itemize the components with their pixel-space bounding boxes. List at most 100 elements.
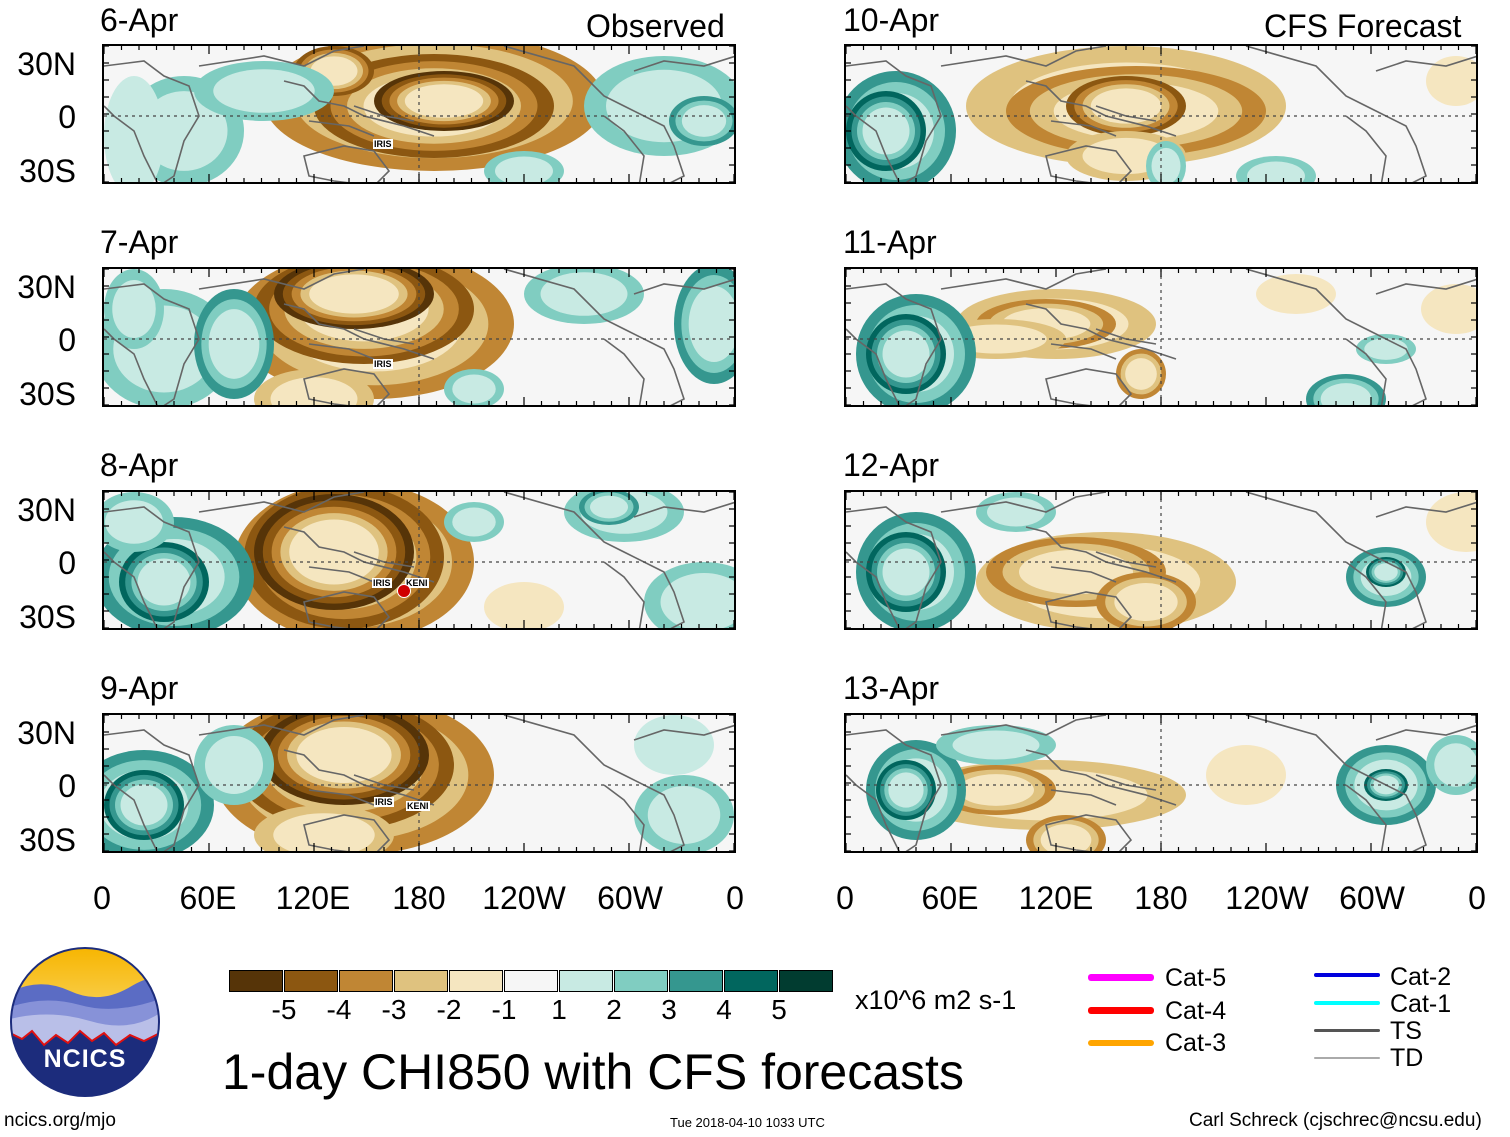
footer-timestamp: Tue 2018-04-10 1033 UTC (670, 1115, 825, 1130)
legend-line-cat4 (1088, 1007, 1154, 1014)
colorbar-swatch-7 (614, 970, 668, 992)
observed-header: Observed (586, 8, 725, 44)
colorbar-swatch-10 (779, 970, 833, 992)
colorbar-tick-label: -5 (271, 994, 297, 1025)
anomaly-contour (452, 374, 496, 404)
anomaly-contour (1421, 284, 1476, 334)
lat-label-30n: 30N (17, 269, 76, 305)
colorbar-swatch-9 (724, 970, 778, 992)
lon-label: 120W (482, 880, 566, 916)
lat-label-30n: 30N (17, 715, 76, 751)
panel-date-fc-4: 13-Apr (843, 670, 940, 706)
lon-label: 0 (1468, 880, 1486, 916)
storm-label-iris: IRIS (373, 139, 393, 149)
anomaly-contour (1151, 147, 1181, 182)
map-panel-fc-3-field (846, 492, 1476, 628)
map-panel-fc-4 (844, 713, 1478, 853)
map-panel-fc-2 (844, 267, 1478, 407)
lon-label: 60E (179, 880, 237, 916)
colorbar-swatch-4 (449, 970, 503, 992)
map-panel-fc-1-field (846, 46, 1476, 182)
panel-date-obs-2: 7-Apr (100, 224, 179, 260)
hurricane-symbol (397, 584, 411, 598)
storm-label-iris: IRIS (374, 797, 394, 807)
anomaly-contour (1364, 338, 1408, 360)
lon-label: 180 (392, 880, 446, 916)
figure-title: 1-day CHI850 with CFS forecasts (222, 1044, 964, 1100)
anomaly-contour (270, 377, 358, 405)
panel-date-fc-2: 11-Apr (843, 224, 937, 260)
storm-label-iris: IRIS (372, 578, 392, 588)
colorbar-tick-label: -4 (326, 994, 352, 1025)
ncics-logo-text: NCICS (43, 1045, 127, 1073)
anomaly-contour (289, 519, 379, 585)
panel-date-fc-1: 10-Apr (843, 2, 940, 38)
anomaly-contour (112, 280, 156, 338)
anomaly-contour (1090, 88, 1162, 124)
map-panel-obs-1 (102, 44, 736, 184)
lat-label-30n: 30N (17, 46, 76, 82)
map-panel-fc-4-field (846, 715, 1476, 851)
anomaly-contour (1374, 563, 1398, 581)
lon-label: 0 (726, 880, 744, 916)
lon-label: 60E (921, 880, 979, 916)
colorbar-tick-label: 1 (551, 994, 567, 1025)
legend-line-cat5 (1088, 974, 1154, 981)
legend-line-cat3 (1088, 1040, 1154, 1046)
map-panel-obs-2-field (104, 269, 734, 405)
lat-label-eq: 0 (58, 322, 76, 358)
colorbar-swatch-0 (229, 970, 283, 992)
lat-label-30s: 30S (19, 822, 76, 858)
storm-label-keni: KENI (405, 578, 429, 588)
anomaly-contour (1434, 743, 1476, 787)
colorbar-tick-label: -1 (491, 994, 517, 1025)
anomaly-contour (1040, 824, 1092, 851)
colorbar-swatch-8 (669, 970, 723, 992)
anomaly-contour (484, 582, 564, 628)
footer-url: ncics.org/mjo (4, 1110, 116, 1131)
lon-label: 60W (597, 880, 663, 916)
map-panel-obs-4 (102, 713, 736, 853)
storm-label-iris: IRIS (373, 359, 393, 369)
map-panel-fc-1 (844, 44, 1478, 184)
map-panel-fc-2-field (846, 269, 1476, 405)
lon-label: 0 (836, 880, 854, 916)
panel-date-obs-3: 8-Apr (100, 447, 179, 483)
lat-label-30s: 30S (19, 153, 76, 189)
legend-label-ts: TS (1390, 1017, 1422, 1045)
anomaly-contour (296, 727, 392, 783)
anomaly-contour (1114, 583, 1178, 621)
anomaly-contour (958, 774, 1034, 806)
panel-date-obs-4: 9-Apr (100, 670, 179, 706)
map-panel-obs-3 (102, 490, 736, 630)
panel-date-fc-3: 12-Apr (843, 447, 940, 483)
anomaly-contour (1256, 274, 1336, 314)
legend-line-ts (1314, 1029, 1380, 1032)
anomaly-contour (495, 156, 553, 182)
anomaly-contour (104, 76, 164, 182)
anomaly-contour (1320, 383, 1372, 405)
colorbar-tick-label: -2 (436, 994, 462, 1025)
colorbar-swatch-2 (339, 970, 393, 992)
lat-label-eq: 0 (58, 768, 76, 804)
forecast-header: CFS Forecast (1264, 8, 1462, 44)
colorbar-swatch-5 (504, 970, 558, 992)
legend-label-cat4: Cat-4 (1165, 997, 1227, 1025)
lat-label-30s: 30S (19, 599, 76, 635)
lat-label-eq: 0 (58, 545, 76, 581)
map-panel-obs-2 (102, 267, 736, 407)
colorbar-swatch-3 (394, 970, 448, 992)
anomaly-contour (882, 548, 930, 596)
lon-label: 120E (1018, 880, 1094, 916)
anomaly-contour (1247, 161, 1305, 182)
lat-label-30s: 30S (19, 376, 76, 412)
lon-label: 60W (1339, 880, 1405, 916)
footer-author: Carl Schreck (cjschrec@ncsu.edu) (1189, 1110, 1482, 1131)
map-panel-obs-4-field (104, 715, 734, 851)
anomaly-contour (862, 107, 910, 155)
anomaly-contour (540, 272, 628, 316)
anomaly-contour (404, 84, 484, 118)
legend-label-td: TD (1390, 1044, 1424, 1072)
anomaly-contour (647, 786, 721, 844)
panel-date-obs-1: 6-Apr (100, 2, 179, 38)
